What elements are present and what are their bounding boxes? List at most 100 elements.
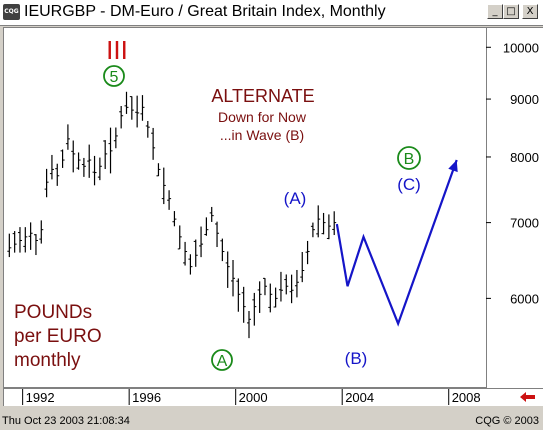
price-bar	[284, 274, 289, 295]
price-bar	[103, 140, 108, 170]
maximize-button[interactable]: □	[503, 4, 519, 19]
y-tick-label: 10000	[503, 40, 539, 55]
x-axis-corner	[487, 388, 543, 406]
price-bar	[177, 225, 182, 250]
price-bar	[305, 240, 310, 265]
wave-a-paren-label: (A)	[284, 189, 307, 208]
wave-b-paren-label: (B)	[345, 349, 368, 368]
price-bar	[268, 283, 273, 313]
x-tick-label: 1992	[26, 390, 55, 405]
price-bar	[17, 227, 22, 253]
price-bar	[278, 271, 283, 302]
price-bar	[204, 217, 209, 236]
price-bar	[140, 95, 145, 121]
price-bar	[199, 226, 204, 258]
wave-b-circle	[397, 146, 421, 170]
wave-c-paren-label: (C)	[397, 175, 421, 194]
price-bar	[65, 124, 70, 150]
price-bar	[92, 155, 97, 186]
price-bar	[231, 259, 236, 297]
price-bar	[252, 292, 257, 326]
price-bar	[257, 281, 262, 313]
price-bar	[262, 277, 267, 296]
wave-a-circle	[211, 349, 233, 371]
price-bar	[246, 311, 251, 339]
pounds-label-2: per EURO	[14, 326, 102, 347]
price-bar	[113, 127, 118, 149]
x-tick-label: 1996	[132, 390, 161, 405]
x-tick-label: 2008	[452, 390, 481, 405]
price-bar	[108, 127, 113, 174]
price-bar	[316, 205, 321, 238]
price-bar	[289, 274, 294, 304]
projection-line	[335, 159, 458, 327]
price-bar	[129, 96, 134, 120]
window-title: IEURGBP - DM-Euro / Great Britain Index,…	[24, 3, 386, 20]
price-bar	[44, 168, 49, 198]
price-bar	[33, 234, 38, 256]
price-bar	[167, 190, 172, 210]
wave-a-circle-label: A	[217, 353, 228, 370]
price-bar	[145, 120, 150, 138]
price-bar	[300, 251, 305, 283]
alternate-title: ALTERNATE	[211, 86, 314, 106]
price-bar	[220, 238, 225, 262]
scroll-right-icon[interactable]	[520, 392, 535, 402]
price-bar	[151, 127, 156, 160]
price-bar	[273, 287, 278, 308]
price-bar	[23, 227, 28, 253]
projection-path	[335, 159, 458, 327]
x-axis-panel	[3, 388, 487, 406]
minimize-button[interactable]: _	[487, 4, 503, 19]
y-axis-ticks: 10000 9000 8000 7000 6000	[486, 40, 539, 306]
alternate-subtitle-1: Down for Now	[218, 109, 307, 125]
price-bar	[124, 91, 129, 114]
wave-5-circle	[103, 65, 125, 87]
price-bar	[215, 221, 220, 248]
price-bar	[332, 211, 337, 236]
pounds-label-3: monthly	[14, 350, 81, 371]
price-bar	[172, 211, 177, 227]
price-bar	[321, 212, 326, 235]
price-bar	[49, 154, 54, 180]
title-bar[interactable]: CQG IEURGBP - DM-Euro / Great Britain In…	[0, 0, 543, 26]
app-icon[interactable]: CQG	[3, 4, 20, 20]
alternate-subtitle-2: ...in Wave (B)	[220, 127, 304, 143]
x-axis-ticks: 1992 1996 2000 2004 2008	[22, 389, 481, 405]
price-bar	[209, 206, 214, 222]
status-timestamp: Thu Oct 23 2003 21:08:34	[2, 415, 130, 427]
price-bar	[87, 144, 92, 178]
status-bar: Thu Oct 23 2003 21:08:34 CQG © 2003	[0, 412, 543, 430]
price-bar	[71, 140, 76, 173]
wave-5-marker: 5	[103, 65, 125, 87]
price-bar	[188, 254, 193, 275]
close-button[interactable]: X	[522, 4, 538, 19]
price-bar	[28, 222, 33, 250]
price-bar	[7, 233, 12, 258]
price-bar	[326, 214, 331, 240]
price-bar	[193, 239, 198, 267]
wave-a-marker: A	[211, 349, 233, 371]
price-bar	[76, 152, 81, 170]
price-bar	[12, 231, 17, 253]
price-bar	[55, 163, 60, 186]
price-bar	[161, 167, 166, 205]
price-bar	[119, 105, 124, 129]
price-bar	[310, 222, 315, 238]
wave-b-circle-label: B	[404, 151, 415, 168]
price-bar	[236, 278, 241, 312]
price-bar	[39, 220, 44, 244]
x-tick-label: 2000	[239, 390, 268, 405]
x-tick-label: 2004	[345, 390, 374, 405]
price-bar	[81, 157, 86, 177]
y-tick-label: 7000	[510, 216, 539, 231]
projection-arrowhead	[448, 160, 458, 173]
chart-area[interactable]	[3, 27, 487, 388]
wave-b-marker: B	[397, 146, 421, 170]
pounds-label-1: POUNDs	[14, 302, 92, 323]
status-copyright: CQG © 2003	[475, 415, 539, 427]
price-bar	[135, 95, 140, 128]
wave-iii-label: III	[106, 35, 128, 65]
